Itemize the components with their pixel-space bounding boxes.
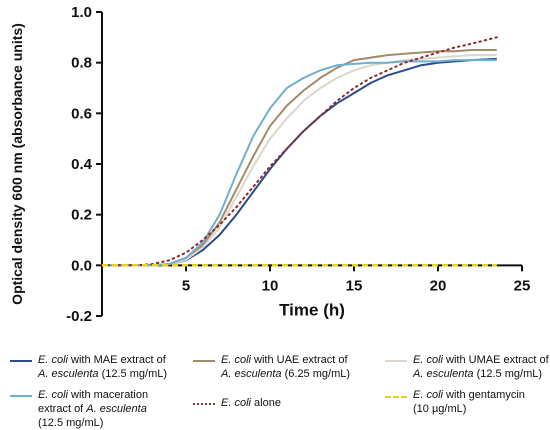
x-tick-label: 5 (182, 277, 190, 294)
series-lines (101, 36, 498, 267)
legend-species: E. coli (413, 389, 443, 401)
series-line-2 (102, 49, 497, 267)
legend-species: E. coli (221, 354, 251, 366)
legend-swatch-maceration (10, 395, 32, 397)
y-tick-label: 0.2 (71, 207, 92, 224)
legend-species: A. esculenta (413, 368, 474, 380)
legend-swatch-gentamycin (385, 396, 407, 398)
x-tick-label: 15 (346, 277, 363, 294)
legend-species: E. coli (221, 397, 251, 409)
x-tick-label: 25 (514, 277, 531, 294)
legend-species: A. esculenta (38, 368, 99, 380)
series-line-3 (102, 54, 497, 267)
legend-swatch-umae (385, 360, 407, 362)
legend-swatch-uae (193, 360, 215, 362)
y-tick-label: 0.8 (71, 55, 92, 72)
y-axis-title: Optical density 600 nm (absorbance units… (9, 23, 25, 305)
legend-species: E. coli (413, 354, 443, 366)
chart-legend: E. coli with MAE extract of A. esculenta… (0, 340, 550, 430)
x-tick-label: 10 (262, 277, 279, 294)
legend-swatch-alone (193, 403, 215, 405)
y-tick-label: 0.4 (71, 156, 93, 173)
y-tick-label: 1.0 (71, 4, 92, 21)
series-line-5 (101, 36, 498, 267)
y-tick-label: 0.6 (71, 105, 92, 122)
y-tick-label: -0.2 (66, 308, 92, 325)
legend-species: A. esculenta (86, 403, 147, 415)
legend-species: A. esculenta (221, 368, 282, 380)
legend-species: E. coli (38, 354, 68, 366)
axis-ticks: -0.2 0.0 0.2 0.4 0.6 0.8 1.0 5 10 15 20 25 (66, 4, 530, 325)
axes (101, 12, 522, 316)
legend-species: E. coli (38, 389, 68, 401)
series-line-1 (102, 57, 497, 267)
y-tick-label: 0.0 (71, 257, 92, 274)
x-tick-label: 20 (430, 277, 447, 294)
legend-swatch-mae (10, 360, 32, 362)
series-line-4 (102, 59, 497, 267)
x-axis-title: Time (h) (279, 300, 345, 319)
